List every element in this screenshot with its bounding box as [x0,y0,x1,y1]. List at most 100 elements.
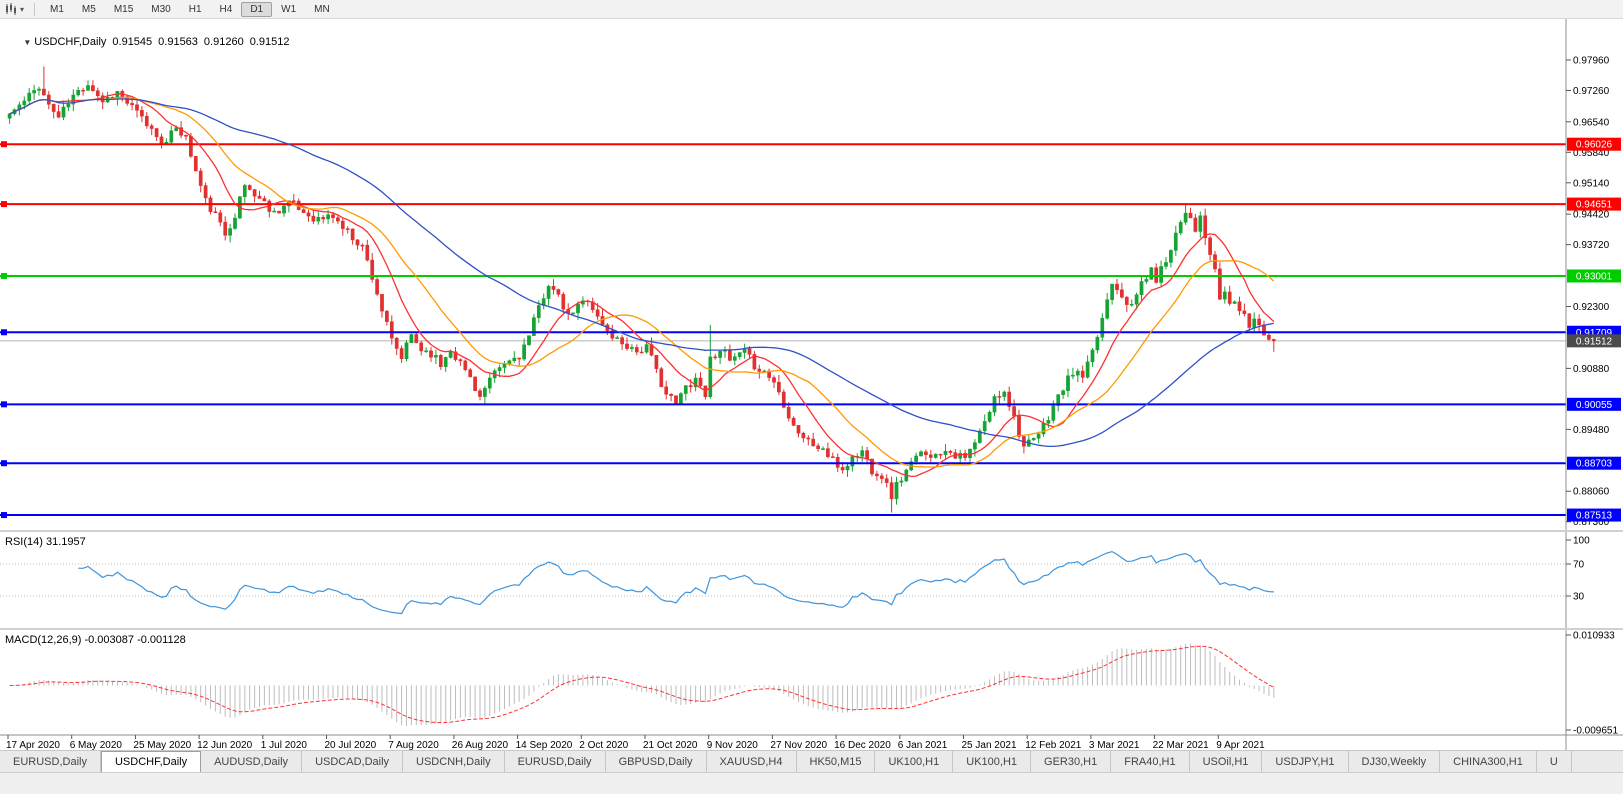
level-handle[interactable] [1,512,7,519]
svg-text:2 Oct 2020: 2 Oct 2020 [579,740,628,750]
ma-21-line [9,96,1275,468]
chart-menu-icon[interactable]: ▼ [23,38,32,47]
svg-text:0.010933: 0.010933 [1573,631,1615,642]
macd-pane-title: MACD(12,26,9) -0.003087 -0.001128 [5,634,186,646]
svg-text:0.94651: 0.94651 [1576,200,1613,211]
svg-text:12 Jun 2020: 12 Jun 2020 [197,740,252,750]
svg-text:7 Aug 2020: 7 Aug 2020 [388,740,439,750]
chart-tab-usdjpy-h1[interactable]: USDJPY,H1 [1262,751,1349,772]
chart-tab-eurusd-daily[interactable]: EURUSD,Daily [0,751,101,772]
svg-text:25 May 2020: 25 May 2020 [133,740,191,750]
level-price-label [1567,269,1621,283]
level-price-label [1567,197,1621,211]
timeframe-buttons: M1 M5 M15 M30 H1 H4 D1 W1 MN [41,1,339,17]
timeframe-button-m15[interactable]: M15 [113,3,134,15]
chart-tab-dj30-weekly[interactable]: DJ30,Weekly [1349,751,1441,772]
svg-text:0.90880: 0.90880 [1573,364,1610,375]
chart-tab-fra40-h1[interactable]: FRA40,H1 [1111,751,1190,772]
svg-text:1 Jul 2020: 1 Jul 2020 [261,740,308,750]
date-axis[interactable]: 17 Apr 2020 6 May 2020 25 May 2020 12 Jun 2… [0,734,1623,750]
level-handle[interactable] [1,201,7,208]
symbol-label: USDCHF,Daily [34,36,107,48]
chart-tab-xauusd-h4[interactable]: XAUUSD,H4 [707,751,797,772]
chart-tab-usdcnh-daily[interactable]: USDCNH,Daily [403,751,505,772]
chart-tabs: EURUSD,Daily USDCHF,Daily AUDUSD,Daily USDC… [0,751,1623,773]
chart-tab-gbpusd-daily[interactable]: GBPUSD,Daily [606,751,707,772]
svg-text:22 Mar 2021: 22 Mar 2021 [1153,740,1210,750]
svg-text:0.96026: 0.96026 [1576,140,1613,151]
pane-separator[interactable] [0,530,1623,532]
pane-separator[interactable] [0,628,1623,630]
svg-text:25 Jan 2021: 25 Jan 2021 [962,740,1017,750]
svg-text:30: 30 [1573,592,1585,603]
rsi-pane-title: RSI(14) 31.1957 [5,536,86,548]
chart-tab-ger30-h1[interactable]: GER30,H1 [1031,751,1112,772]
bottom-bar: EURUSD,Daily USDCHF,Daily AUDUSD,Daily USDC… [0,750,1623,794]
chart-window[interactable]: 0.97960 0.97260 0.96540 0.95840 0.95140 0.944… [0,19,1623,750]
chart-tab-usoil-h1[interactable]: USOil,H1 [1190,751,1263,772]
chart-tab-china300-h1[interactable]: CHINA300,H1 [1440,751,1537,772]
chart-tab-audusd-daily[interactable]: AUDUSD,Daily [201,751,303,772]
price-axis[interactable]: 0.97960 0.97260 0.96540 0.95840 0.95140 0.944… [1565,19,1621,750]
chart-tab-hk50-m15[interactable]: HK50,M15 [797,751,876,772]
macd-panel: 0.010933 -0.009651 [9,631,1618,737]
svg-text:0.89480: 0.89480 [1573,425,1610,436]
level-price-label [1567,456,1621,470]
svg-text:21 Oct 2020: 21 Oct 2020 [643,740,698,750]
svg-text:0.88060: 0.88060 [1573,487,1610,498]
ma-10-line [9,93,1275,478]
svg-text:27 Nov 2020: 27 Nov 2020 [770,740,827,750]
chart-tab-usdcad-daily[interactable]: USDCAD,Daily [302,751,404,772]
timeframe-button-mn[interactable]: MN [314,3,330,15]
svg-text:70: 70 [1573,560,1585,571]
timeframe-button-h4[interactable]: H4 [219,3,233,15]
svg-text:0.88703: 0.88703 [1576,459,1613,470]
svg-text:3 Mar 2021: 3 Mar 2021 [1089,740,1140,750]
svg-text:0.97260: 0.97260 [1573,86,1610,97]
rsi-line [78,550,1274,615]
level-price-label [1567,508,1621,522]
svg-text:20 Jul 2020: 20 Jul 2020 [325,740,377,750]
chart-type-icon[interactable] [5,2,18,16]
timeframe-button-m1[interactable]: M1 [50,3,64,15]
svg-text:14 Sep 2020: 14 Sep 2020 [516,740,573,750]
timeframe-button-m5[interactable]: M5 [81,3,96,15]
level-handle[interactable] [1,401,7,408]
timeframe-button-w1[interactable]: W1 [281,3,297,15]
svg-text:0.91512: 0.91512 [1576,336,1613,347]
chart-canvas[interactable]: 0.97960 0.97260 0.96540 0.95840 0.95140 0.944… [0,19,1623,750]
chart-type-dropdown-icon[interactable]: ▾ [20,4,25,14]
timeframe-button-d1[interactable]: D1 [241,1,273,17]
chart-tab-usdchf-daily[interactable]: USDCHF,Daily [100,751,202,772]
svg-text:100: 100 [1573,536,1590,547]
chart-tab-uk100-h1[interactable]: UK100,H1 [953,751,1032,772]
ohlc-low: 0.91260 [203,36,244,48]
timeframe-toolbar: ▾ M1 M5 M15 M30 H1 H4 D1 W1 MN [0,0,1623,19]
svg-text:6 Jan 2021: 6 Jan 2021 [898,740,948,750]
toolbar-separator [34,2,36,16]
svg-text:9 Apr 2021: 9 Apr 2021 [1216,740,1265,750]
rsi-panel: 100 70 30 [0,536,1590,615]
timeframe-button-h1[interactable]: H1 [188,3,202,15]
level-handle[interactable] [1,460,7,467]
svg-text:0.93720: 0.93720 [1573,240,1610,251]
chart-tab-uk100-h1[interactable]: UK100,H1 [875,751,954,772]
chart-tab-u[interactable]: U [1537,751,1572,772]
svg-text:0.94420: 0.94420 [1573,210,1610,221]
level-handle[interactable] [1,272,7,279]
svg-text:0.90055: 0.90055 [1576,400,1613,411]
svg-text:0.96540: 0.96540 [1573,117,1610,128]
svg-text:0.87360: 0.87360 [1573,517,1610,528]
level-handle[interactable] [1,141,7,148]
level-handle[interactable] [1,329,7,336]
svg-text:9 Nov 2020: 9 Nov 2020 [707,740,759,750]
svg-text:16 Dec 2020: 16 Dec 2020 [834,740,891,750]
moving-averages [9,93,1275,478]
chart-tab-eurusd-daily[interactable]: EURUSD,Daily [505,751,606,772]
svg-text:0.92300: 0.92300 [1573,302,1610,313]
svg-text:0.95840: 0.95840 [1573,148,1610,159]
price-pane-title: ▼ USDCHF,Daily 0.91545 0.91563 0.91260 0.9151… [5,24,295,60]
level-price-label [1567,397,1621,411]
timeframe-button-m30[interactable]: M30 [151,3,171,15]
